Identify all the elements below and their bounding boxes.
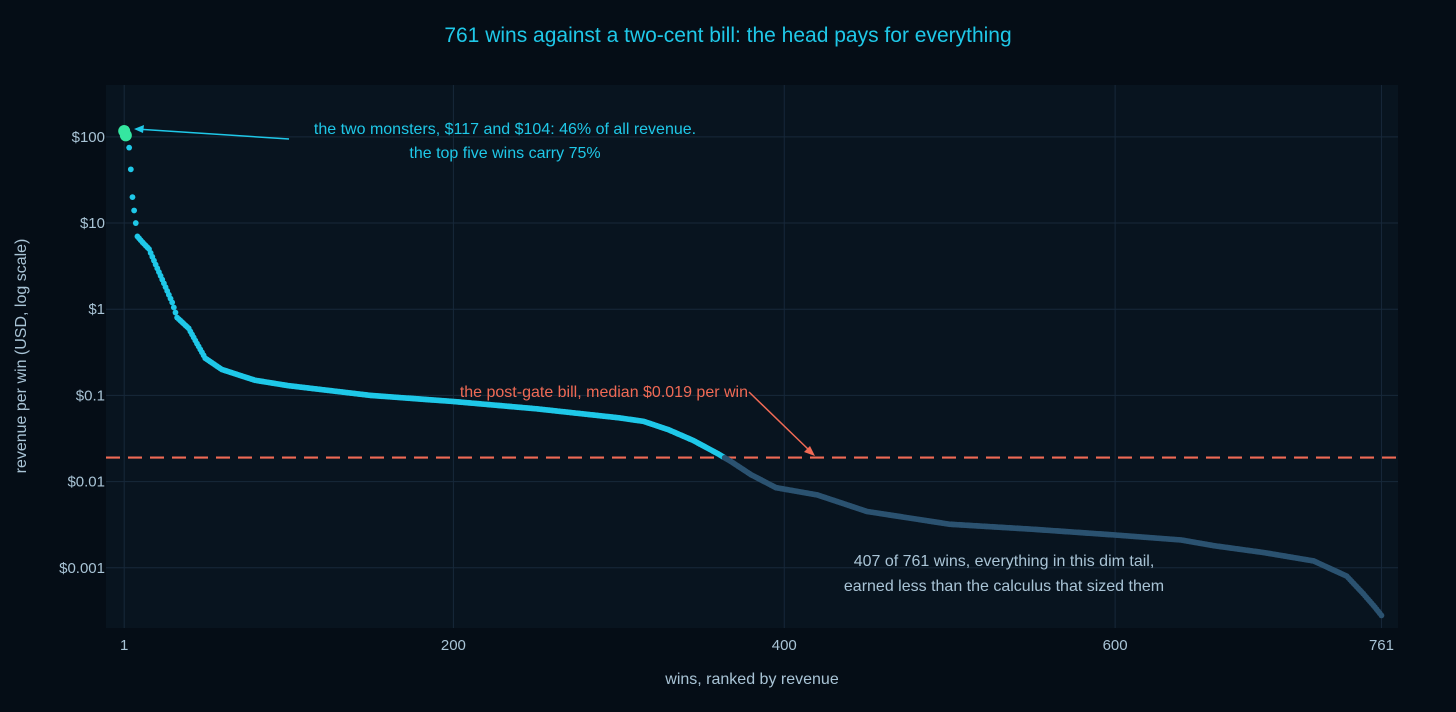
y-tick-label: $0.1 (76, 387, 105, 404)
data-point (169, 299, 176, 306)
x-tick-label: 761 (1369, 637, 1394, 654)
tail-annotation-line-1: 407 of 761 wins, everything in this dim … (854, 553, 1155, 570)
y-tick-label: $10 (80, 215, 105, 232)
y-tick-label: $0.001 (59, 560, 105, 577)
data-point (170, 304, 177, 311)
y-tick-labels: $100 $10 $1 $0.1 $0.01 $0.001 (59, 129, 105, 577)
bill-annotation-arrowhead (804, 446, 815, 456)
data-point (131, 207, 138, 214)
bill-annotation-arrow (748, 391, 811, 452)
head-annotation-line-2: the top five wins carry 75% (409, 145, 600, 162)
head-annotation: the two monsters, $117 and $104: 46% of … (134, 121, 696, 162)
grid-lines (106, 85, 1398, 628)
data-point (127, 166, 134, 173)
data-point (126, 144, 133, 151)
x-tick-label: 200 (441, 637, 466, 654)
head-annotation-arrow (135, 128, 290, 140)
chart-title: 761 wins against a two-cent bill: the he… (444, 24, 1011, 47)
x-axis-title: wins, ranked by revenue (664, 671, 839, 688)
x-tick-label: 400 (772, 637, 797, 654)
y-tick-label: $0.01 (67, 474, 105, 491)
y-axis-title: revenue per win (USD, log scale) (13, 239, 30, 474)
data-point (172, 309, 179, 316)
x-tick-label: 1 (120, 637, 128, 654)
data-point (1378, 612, 1385, 619)
head-annotation-line-1: the two monsters, $117 and $104: 46% of … (314, 121, 696, 138)
data-point (129, 194, 136, 201)
data-point (132, 220, 139, 226)
tail-annotation: 407 of 761 wins, everything in this dim … (844, 553, 1164, 595)
monster-point (119, 129, 132, 142)
y-tick-label: $1 (88, 301, 105, 318)
tail-annotation-line-2: earned less than the calculus that sized… (844, 578, 1164, 595)
head-annotation-arrowhead (134, 125, 144, 133)
data-points (118, 125, 1385, 619)
bill-annotation-label: the post-gate bill, median $0.019 per wi… (460, 384, 748, 401)
x-tick-labels: 1 200 400 600 761 (120, 637, 1394, 654)
bill-annotation: the post-gate bill, median $0.019 per wi… (460, 384, 815, 456)
y-tick-label: $100 (72, 129, 105, 146)
x-tick-label: 600 (1103, 637, 1128, 654)
